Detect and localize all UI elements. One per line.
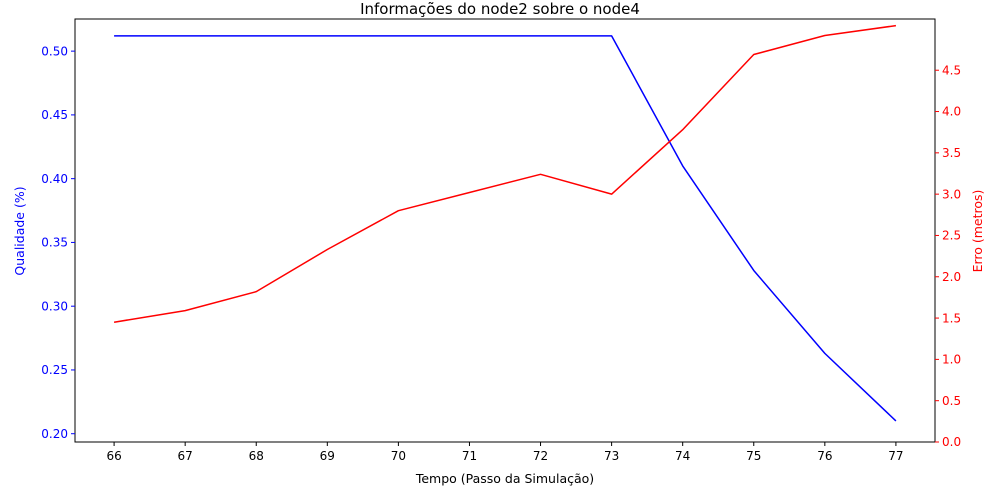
series-line-0 xyxy=(114,35,897,422)
y-left-tick-label: 0.25 xyxy=(41,363,68,377)
x-tick-label: 68 xyxy=(249,449,264,463)
x-tick-label: 70 xyxy=(391,449,406,463)
x-tick-label: 66 xyxy=(106,449,121,463)
y-right-tick-label: 3.5 xyxy=(942,146,961,160)
y-right-tick-label: 2.5 xyxy=(942,229,961,243)
x-tick-label: 75 xyxy=(746,449,761,463)
y-left-tick-label: 0.30 xyxy=(41,299,68,313)
y-axis-left: 0.20 0.25 0.30 0.35 0.40 0.45 0.50 xyxy=(41,44,75,441)
x-axis-label: Tempo (Passo da Simulação) xyxy=(415,471,594,486)
x-tick-label: 69 xyxy=(320,449,335,463)
y-left-tick-label: 0.20 xyxy=(41,427,68,441)
x-tick-label: 73 xyxy=(604,449,619,463)
chart-title: Informações do node2 sobre o node4 xyxy=(360,0,640,18)
y-right-tick-label: 4.0 xyxy=(942,105,961,119)
y-right-tick-label: 1.0 xyxy=(942,353,961,367)
y-axis-right-label: Erro (metros) xyxy=(970,190,985,273)
series-line-1 xyxy=(113,24,897,323)
y-right-tick-label: 0.0 xyxy=(942,435,961,449)
y-left-tick-label: 0.35 xyxy=(41,236,68,250)
x-tick-label: 77 xyxy=(888,449,903,463)
plot-area xyxy=(74,18,936,443)
y-right-tick-label: 1.5 xyxy=(942,311,961,325)
y-left-tick-label: 0.45 xyxy=(41,108,68,122)
x-tick-label: 74 xyxy=(675,449,690,463)
plot-frame xyxy=(74,18,936,443)
y-right-tick-label: 4.5 xyxy=(942,63,961,77)
y-right-tick-label: 2.0 xyxy=(942,270,961,284)
y-left-tick-label: 0.50 xyxy=(41,44,68,58)
y-right-tick-label: 3.0 xyxy=(942,187,961,201)
y-left-tick-label: 0.40 xyxy=(41,172,68,186)
y-axis-right: 0.0 0.5 1.0 1.5 2.0 2.5 3.0 3.5 4.0 4.5 xyxy=(935,63,961,449)
y-right-tick-label: 0.5 xyxy=(942,394,961,408)
x-tick-label: 72 xyxy=(533,449,548,463)
x-tick-label: 71 xyxy=(462,449,477,463)
y-axis-left-label: Qualidade (%) xyxy=(12,186,27,275)
x-axis: 66 67 68 69 70 71 72 73 74 75 76 77 xyxy=(106,442,904,463)
x-tick-label: 76 xyxy=(817,449,832,463)
x-tick-label: 67 xyxy=(178,449,193,463)
